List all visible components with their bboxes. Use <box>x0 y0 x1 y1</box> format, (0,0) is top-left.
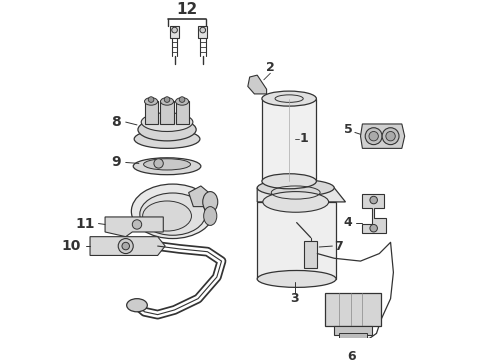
Ellipse shape <box>257 270 336 287</box>
Text: 9: 9 <box>112 156 121 170</box>
Ellipse shape <box>262 174 317 189</box>
Bar <box>262 99 317 181</box>
Bar <box>161 102 173 124</box>
Text: 5: 5 <box>344 123 353 136</box>
Circle shape <box>386 131 395 141</box>
Polygon shape <box>257 188 345 202</box>
Bar <box>145 102 158 124</box>
Ellipse shape <box>138 118 196 141</box>
Ellipse shape <box>134 130 200 148</box>
Ellipse shape <box>257 179 334 196</box>
Text: 11: 11 <box>75 216 95 230</box>
Text: 7: 7 <box>335 239 343 253</box>
Circle shape <box>172 27 177 33</box>
Bar <box>339 333 367 341</box>
Polygon shape <box>248 75 267 94</box>
Ellipse shape <box>133 158 201 175</box>
Circle shape <box>122 242 129 250</box>
Circle shape <box>132 220 142 229</box>
Ellipse shape <box>143 201 192 231</box>
Ellipse shape <box>140 193 206 235</box>
Circle shape <box>118 239 133 253</box>
Bar <box>175 102 189 124</box>
Polygon shape <box>189 186 212 207</box>
Circle shape <box>365 128 382 145</box>
Ellipse shape <box>141 113 193 131</box>
Ellipse shape <box>127 299 147 312</box>
Text: 4: 4 <box>344 216 353 229</box>
Ellipse shape <box>131 184 214 239</box>
Ellipse shape <box>175 98 189 105</box>
Polygon shape <box>363 194 386 233</box>
Ellipse shape <box>262 91 317 106</box>
Text: 1: 1 <box>300 132 309 145</box>
Circle shape <box>179 97 185 102</box>
Ellipse shape <box>263 192 329 212</box>
Circle shape <box>200 27 206 33</box>
Text: 3: 3 <box>291 292 299 305</box>
Bar <box>304 241 318 268</box>
Ellipse shape <box>145 98 158 105</box>
Polygon shape <box>90 237 165 256</box>
Ellipse shape <box>161 98 173 105</box>
Bar <box>198 26 207 37</box>
Circle shape <box>148 97 154 102</box>
Text: 8: 8 <box>111 115 121 129</box>
Circle shape <box>369 131 378 141</box>
Polygon shape <box>361 124 405 148</box>
Circle shape <box>164 97 170 102</box>
Bar <box>325 293 381 326</box>
Ellipse shape <box>144 159 191 170</box>
Text: 12: 12 <box>176 2 197 17</box>
Ellipse shape <box>204 207 217 225</box>
Ellipse shape <box>203 192 218 212</box>
Bar <box>334 326 372 335</box>
Bar <box>257 202 336 279</box>
Text: 10: 10 <box>62 239 81 253</box>
Text: 2: 2 <box>266 61 275 74</box>
Circle shape <box>382 128 399 145</box>
Circle shape <box>154 159 163 168</box>
Polygon shape <box>105 217 163 237</box>
Circle shape <box>370 225 377 232</box>
Bar <box>170 26 179 37</box>
Text: 6: 6 <box>347 350 355 360</box>
Circle shape <box>370 196 377 204</box>
